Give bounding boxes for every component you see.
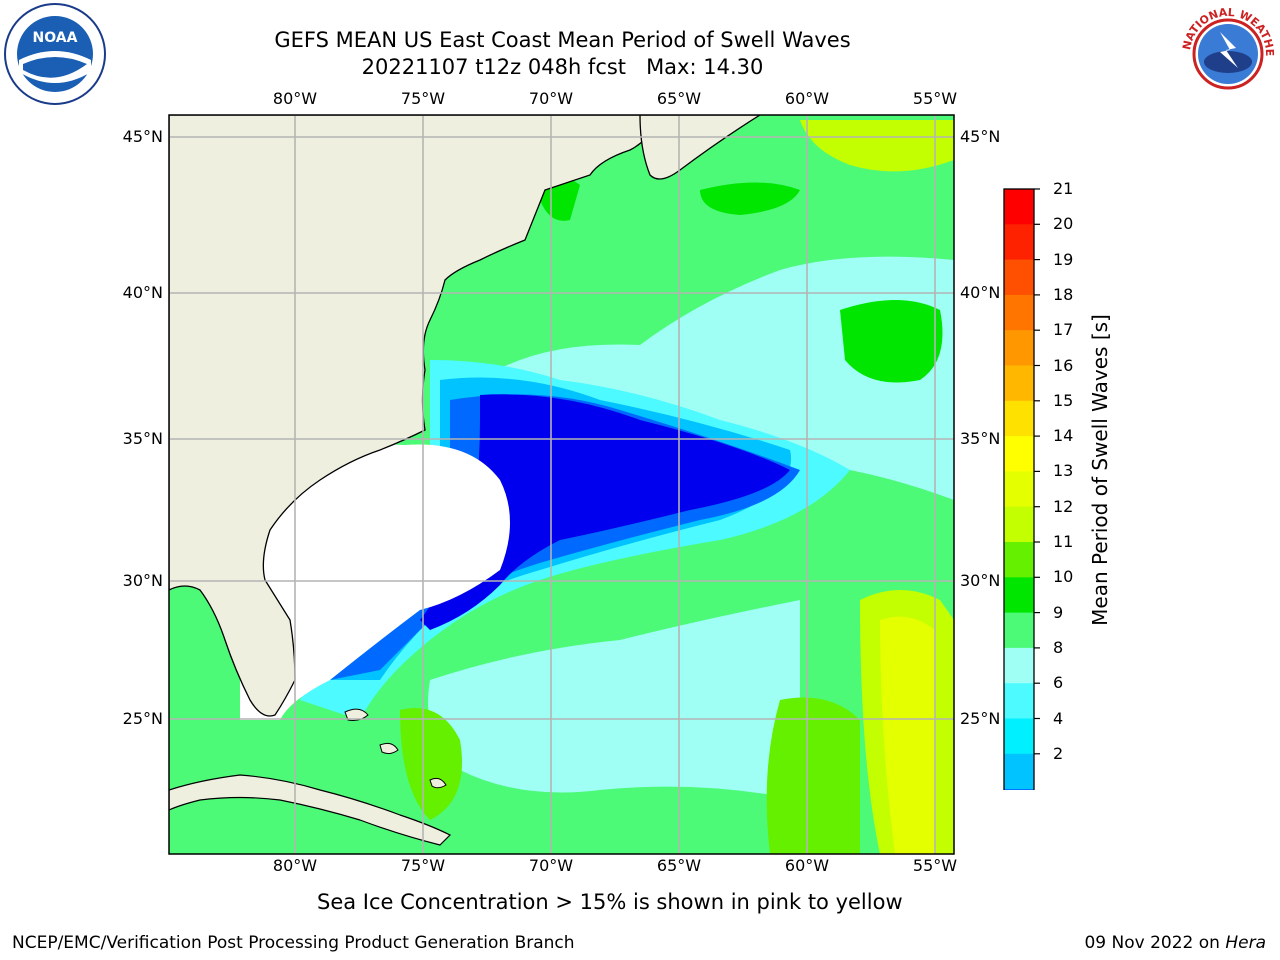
colorbar-segment: [1004, 365, 1034, 402]
colorbar-segment: [1004, 542, 1034, 578]
colorbar-segment: [1004, 789, 1034, 790]
lat-label-right-3: 35°N: [960, 429, 1001, 448]
lon-label-top-4: 65°W: [656, 89, 702, 108]
swell-10-11s-north: [700, 182, 800, 215]
colorbar-segment: [1004, 506, 1034, 543]
swell-below-2s-core: [420, 394, 790, 630]
lon-label-bottom-4: 65°W: [656, 856, 702, 875]
colorbar-segment: [1004, 224, 1034, 261]
colorbar-segment: [1004, 753, 1034, 790]
land-bahamas-2: [379, 742, 399, 755]
colorbar-tick-label: 14: [1053, 426, 1074, 446]
lon-label-bottom-2: 75°W: [400, 856, 446, 875]
colorbar-segment: [1004, 612, 1034, 649]
lon-label-bottom-1: 80°W: [272, 856, 318, 875]
colorbar-tick-label: 21: [1053, 179, 1074, 198]
land-nova-scotia: [639, 115, 762, 180]
lon-label-top-6: 55°W: [912, 89, 958, 108]
land-bahamas-1: [344, 708, 369, 721]
colorbar-tick-label: 8: [1053, 637, 1064, 657]
swell-8-9s-south: [428, 600, 800, 800]
footer-date-text: 09 Nov 2022 on: [1084, 933, 1220, 953]
colorbar-tick-label: 2: [1053, 743, 1064, 763]
colorbar-tick-label: 17: [1053, 320, 1074, 340]
colorbar-tick-label: 11: [1053, 532, 1074, 551]
colorbar-tick-label: 10: [1053, 567, 1074, 587]
colorbar: [1003, 188, 1040, 790]
land-north-america: [169, 115, 661, 717]
colorbar-tick-label: 20: [1053, 214, 1074, 234]
colorbar-segment: [1004, 647, 1034, 684]
lat-label-left-5: 25°N: [122, 709, 163, 728]
colorbar-tick-label: 12: [1053, 496, 1074, 516]
missing-data-area: [240, 440, 510, 720]
sea-ice-note: Sea Ice Concentration > 15% is shown in …: [317, 890, 903, 914]
lon-label-bottom-6: 55°W: [912, 856, 958, 875]
footer-date: 09 Nov 2022 on Hera: [1084, 933, 1266, 953]
lat-label-left-3: 35°N: [122, 429, 163, 448]
footer-machine: Hera: [1225, 933, 1266, 953]
colorbar-segment: [1004, 683, 1034, 719]
colorbar-tick-label: 15: [1053, 390, 1074, 410]
colorbar-segment: [1004, 577, 1034, 614]
svg-text:NOAA: NOAA: [33, 30, 78, 46]
colorbar-tick-label: 16: [1053, 355, 1074, 375]
lat-label-left-4: 30°N: [122, 571, 163, 590]
colorbar-tick-label: 13: [1053, 461, 1074, 481]
lon-label-bottom-3: 70°W: [528, 856, 574, 875]
lon-label-top-5: 60°W: [784, 89, 830, 108]
lat-label-right-1: 45°N: [960, 127, 1001, 146]
colorbar-segment: [1004, 330, 1034, 366]
lat-label-left-2: 40°N: [122, 283, 163, 302]
lon-label-top-1: 80°W: [272, 89, 318, 108]
swell-10-11s-northeast: [840, 300, 943, 383]
colorbar-segment: [1004, 400, 1034, 437]
colorbar-tick-label: 4: [1053, 708, 1064, 728]
nws-logo-icon: NATIONAL WEATHER SERVICE: [1176, 2, 1278, 104]
graticule: [169, 115, 954, 854]
lon-label-top-3: 70°W: [528, 89, 574, 108]
footer-credit: NCEP/EMC/Verification Post Processing Pr…: [12, 933, 575, 953]
lat-label-right-5: 25°N: [960, 709, 1001, 728]
colorbar-segment: [1004, 259, 1034, 296]
colorbar-tick-label: 6: [1053, 673, 1064, 693]
page-title-line-1: GEFS MEAN US East Coast Mean Period of S…: [274, 28, 851, 52]
noaa-logo-icon: NOAA: [4, 3, 106, 105]
colorbar-segment: [1004, 294, 1034, 331]
colorbar-segment: [1004, 718, 1034, 755]
land-bahamas-3: [429, 777, 447, 789]
colorbar-label: Mean Period of Swell Waves [s]: [1088, 314, 1112, 626]
colorbar-segment: [1004, 189, 1034, 225]
lat-label-right-4: 30°N: [960, 571, 1001, 590]
colorbar-segment: [1004, 436, 1034, 472]
lat-label-left-1: 45°N: [122, 127, 163, 146]
lat-label-right-2: 40°N: [960, 283, 1001, 302]
colorbar-tick-label: 18: [1053, 284, 1074, 304]
colorbar-tick-label: 19: [1053, 249, 1074, 269]
page-title-line-2: 20221107 t12z 048h fcst Max: 14.30: [361, 55, 764, 79]
colorbar-tick-label: 9: [1053, 602, 1064, 622]
land-cuba: [169, 774, 452, 846]
lon-label-bottom-5: 60°W: [784, 856, 830, 875]
lon-label-top-2: 75°W: [400, 89, 446, 108]
map-frame: [168, 114, 955, 855]
colorbar-segment: [1004, 471, 1034, 508]
